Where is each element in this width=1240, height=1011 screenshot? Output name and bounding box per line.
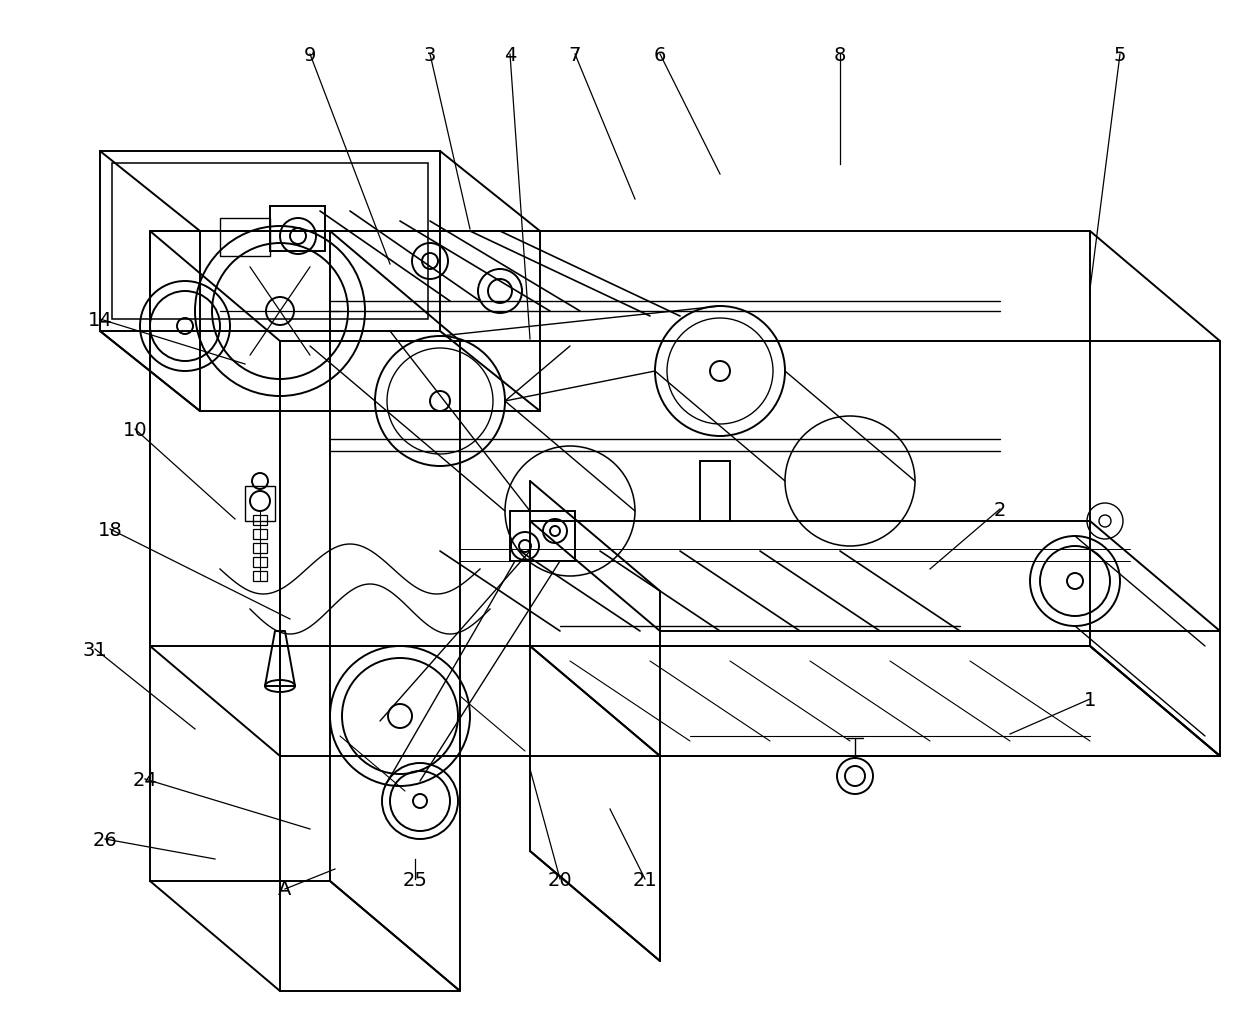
- Bar: [253, 557, 267, 567]
- Bar: [246, 486, 275, 522]
- Text: 2: 2: [993, 500, 1006, 519]
- Bar: [219, 218, 270, 257]
- Bar: [100, 152, 440, 332]
- Bar: [701, 462, 730, 522]
- Text: 24: 24: [133, 769, 157, 789]
- Text: 4: 4: [503, 45, 516, 65]
- Text: 20: 20: [548, 869, 573, 889]
- Text: 5: 5: [1114, 45, 1126, 65]
- Bar: [510, 512, 575, 561]
- Text: 18: 18: [98, 520, 123, 539]
- Bar: [200, 232, 539, 411]
- Text: 14: 14: [88, 310, 113, 330]
- Bar: [253, 516, 267, 526]
- Bar: [253, 530, 267, 540]
- Text: 3: 3: [424, 45, 436, 65]
- Text: 21: 21: [632, 869, 657, 889]
- Text: 25: 25: [403, 869, 428, 889]
- Text: 7: 7: [569, 45, 582, 65]
- Text: 6: 6: [653, 45, 666, 65]
- Text: 26: 26: [93, 830, 118, 848]
- Bar: [253, 544, 267, 553]
- Text: 9: 9: [304, 45, 316, 65]
- Bar: [270, 207, 325, 252]
- Text: 8: 8: [833, 45, 846, 65]
- Text: 31: 31: [83, 640, 108, 659]
- Text: A: A: [278, 880, 291, 899]
- Bar: [112, 164, 428, 319]
- Bar: [253, 571, 267, 581]
- Text: 1: 1: [1084, 690, 1096, 709]
- Text: 10: 10: [123, 421, 148, 439]
